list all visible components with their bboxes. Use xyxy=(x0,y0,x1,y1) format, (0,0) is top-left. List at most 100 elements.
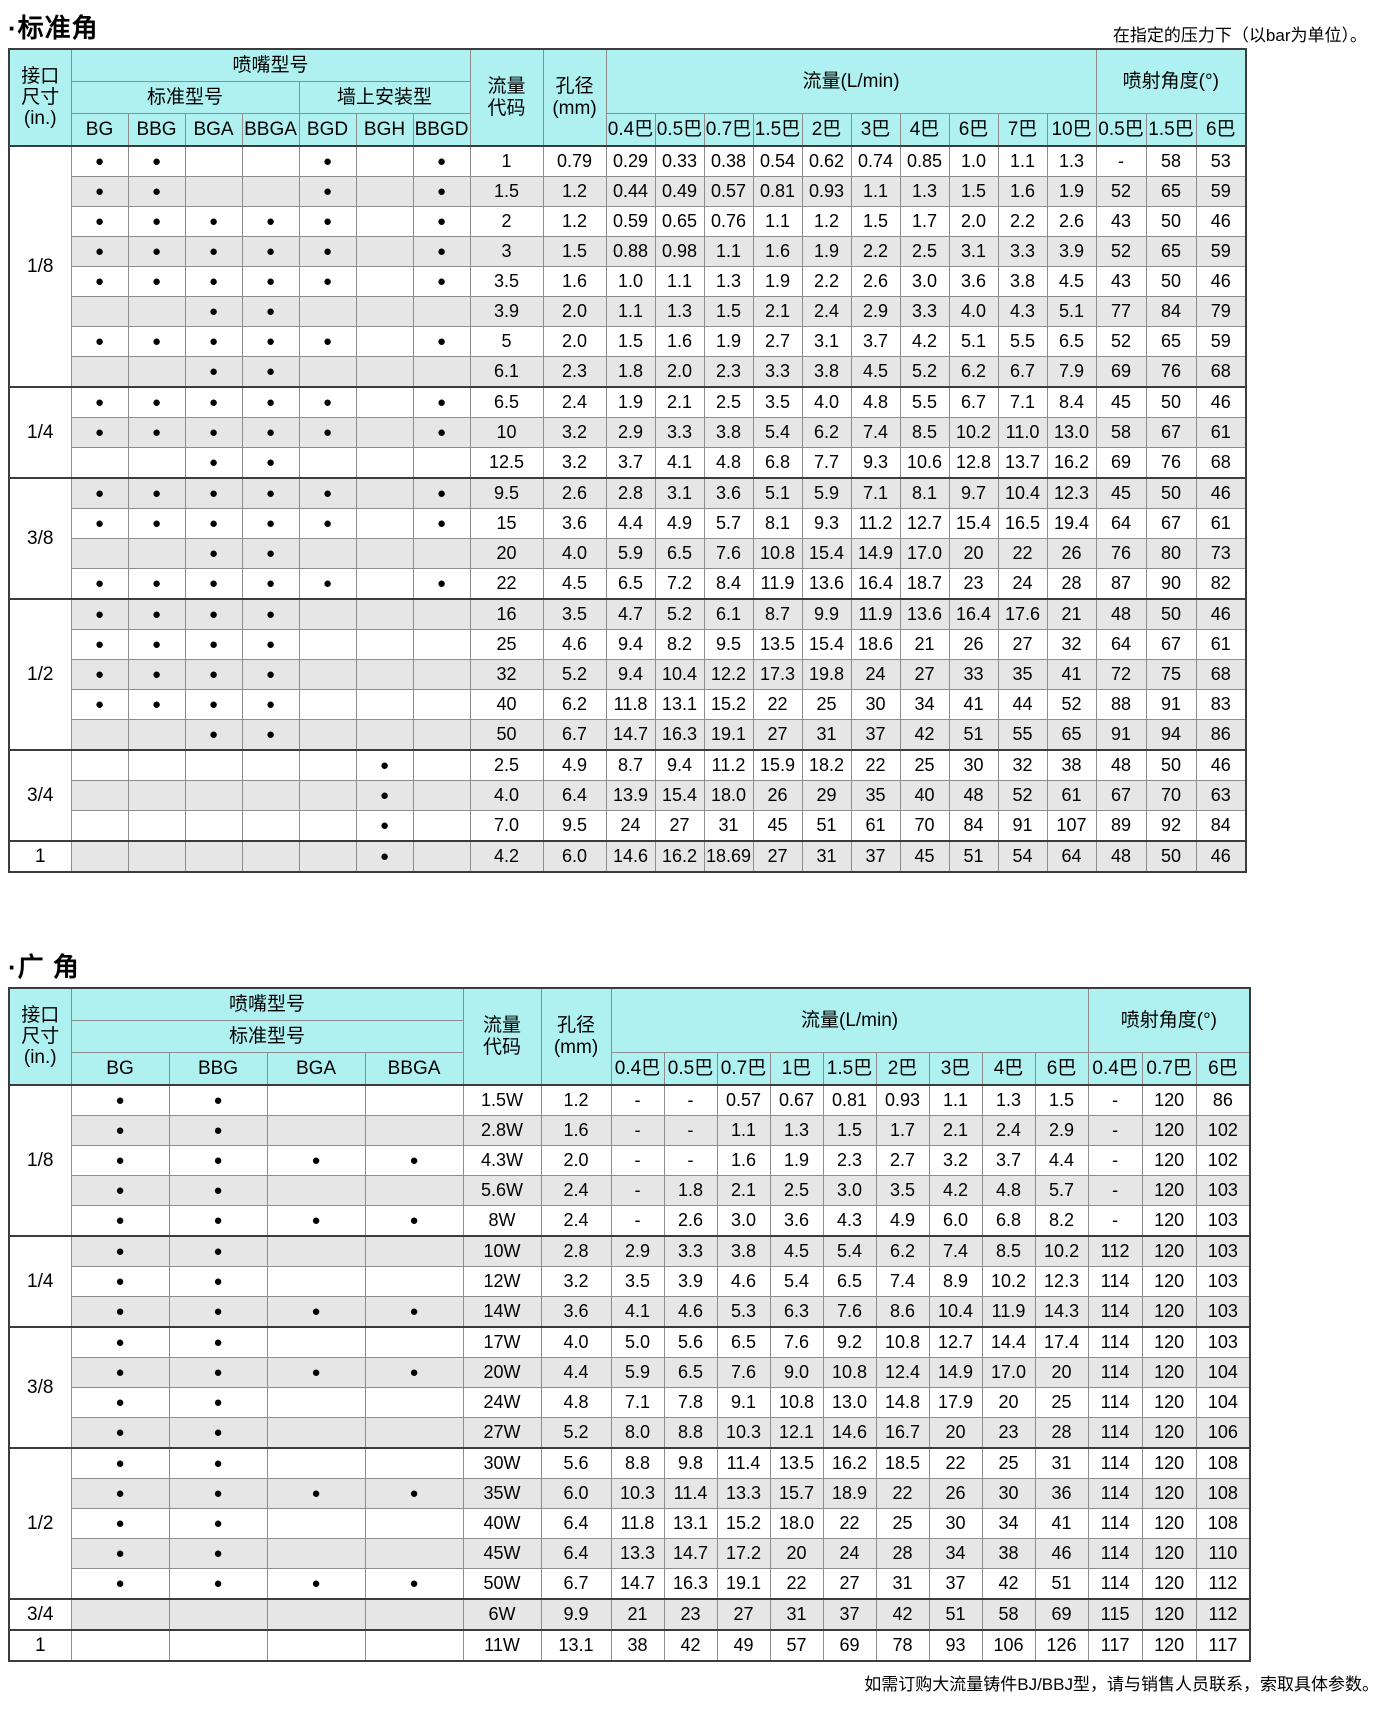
angle-value-cell: 120 xyxy=(1141,1084,1197,1116)
header-row: 接口 尺寸 (in.) 喷嘴型号 流量 代码 孔径 (mm) 流量(L/min)… xyxy=(8,987,1251,1086)
flow-value-cell: 3.1 xyxy=(948,236,999,267)
flow-value-cell: 3.2 xyxy=(928,1145,983,1176)
model-column-header: BGH xyxy=(355,113,414,147)
flow-value-cell: 3.3 xyxy=(654,417,705,448)
availability-dot-cell: ● xyxy=(168,1175,268,1206)
availability-empty-cell xyxy=(241,840,300,873)
availability-dot-cell: ● xyxy=(184,689,243,720)
flow-value-cell: 2.5 xyxy=(703,386,754,418)
flow-value-cell: 19.1 xyxy=(716,1568,771,1600)
availability-dot-cell: ● xyxy=(364,1205,464,1237)
availability-empty-cell xyxy=(184,176,243,207)
flow-value-cell: 1.6 xyxy=(752,236,803,267)
flow-value-cell: 12.7 xyxy=(928,1326,983,1358)
flow-value-cell: 11.9 xyxy=(752,568,803,600)
table-row: 1/2 ● ● ● ● 16 3.5 4.7 5.2 6.1 8.7 9.9 11.9 13.6 16.4 1… xyxy=(8,598,1247,751)
availability-dot-cell: ● xyxy=(168,1266,268,1297)
flow-code-cell: 16 xyxy=(469,598,544,630)
angle-value-cell: 103 xyxy=(1195,1205,1251,1237)
nozzle-model-group-header: 喷嘴型号 xyxy=(70,48,471,82)
flow-value-cell: 3.1 xyxy=(654,477,705,509)
availability-dot-cell: ● xyxy=(241,236,300,267)
flow-value-cell: 11.8 xyxy=(610,1508,665,1539)
angle-value-cell: 50 xyxy=(1145,206,1197,237)
flow-value-cell: 6.5 xyxy=(663,1357,718,1388)
availability-dot-cell: ● xyxy=(70,1326,170,1358)
flow-value-cell: 24 xyxy=(822,1538,877,1569)
flow-value-cell: 34 xyxy=(928,1538,983,1569)
angle-value-cell: 52 xyxy=(1095,176,1147,207)
flow-value-cell: 22 xyxy=(752,689,803,720)
flow-value-cell: 22 xyxy=(928,1447,983,1479)
availability-dot-cell: ● xyxy=(70,1568,170,1600)
angle-value-cell: 108 xyxy=(1195,1508,1251,1539)
angle-value-cell: 120 xyxy=(1141,1235,1197,1267)
availability-dot-cell: ● xyxy=(364,1145,464,1176)
flow-value-cell: 18.7 xyxy=(899,568,950,600)
table-row: ● ● ● ● ● ● 15 3.6 4.4 4.9 5.7 8.1 9.3 11.2 12.7 15.4 16… xyxy=(9,508,1247,539)
flow-value-cell: 3.0 xyxy=(822,1175,877,1206)
flow-value-cell: 13.3 xyxy=(716,1478,771,1509)
flow-value-cell: 22 xyxy=(850,749,901,781)
flow-value-cell: 2.7 xyxy=(752,326,803,357)
availability-empty-cell xyxy=(355,266,414,297)
flow-value-cell: 4.8 xyxy=(703,447,754,479)
availability-empty-cell xyxy=(70,1629,170,1662)
flow-value-cell: 8.2 xyxy=(1034,1205,1089,1237)
availability-dot-cell: ● xyxy=(364,1568,464,1600)
flow-value-cell: 18.9 xyxy=(822,1478,877,1509)
flow-value-cell: 3.8 xyxy=(703,417,754,448)
pressure-column-header: 0.7巴 xyxy=(716,1052,771,1086)
availability-dot-cell: ● xyxy=(266,1205,366,1237)
flow-value-cell: 14.8 xyxy=(875,1387,930,1418)
standard-angle-table-head: 接口 尺寸 (in.) 喷嘴型号 流量 代码 孔径 (mm) 流量(L/min)… xyxy=(8,48,1247,147)
availability-dot-cell: ● xyxy=(412,326,471,357)
flow-value-cell: 37 xyxy=(928,1568,983,1600)
flow-value-cell: 7.1 xyxy=(997,386,1048,418)
availability-empty-cell xyxy=(127,719,186,751)
availability-dot-cell: ● xyxy=(184,236,243,267)
availability-empty-cell xyxy=(184,840,243,873)
flow-value-cell: - xyxy=(610,1205,665,1237)
angle-value-cell: 43 xyxy=(1095,266,1147,297)
flow-value-cell: 3.7 xyxy=(850,326,901,357)
flow-value-cell: 14.6 xyxy=(822,1417,877,1449)
pressure-unit-note: 在指定的压力下（以bar为单位）。 xyxy=(1112,26,1367,45)
orifice-cell: 2.0 xyxy=(542,296,607,327)
flow-value-cell: 17.3 xyxy=(752,659,803,690)
flow-value-cell: - xyxy=(663,1115,718,1146)
flow-code-column-header: 流量 代码 xyxy=(469,48,544,147)
flow-value-cell: 27 xyxy=(752,840,803,873)
availability-empty-cell xyxy=(298,629,357,660)
flow-value-cell: 1.9 xyxy=(769,1145,824,1176)
flow-value-cell: 4.5 xyxy=(850,356,901,388)
availability-dot-cell: ● xyxy=(184,568,243,600)
wide-angle-table-body: 1/8 ● ● 1.5W 1.2- -0.57 0.67 0.81 0.93 1.1 1.3 1.5-… xyxy=(8,1084,1251,1662)
flow-value-cell: 21 xyxy=(1046,598,1097,630)
flow-value-cell: 0.38 xyxy=(703,145,754,177)
angle-value-cell: 103 xyxy=(1195,1175,1251,1206)
availability-dot-cell: ● xyxy=(184,447,243,479)
angle-value-cell: 76 xyxy=(1145,356,1197,388)
table-row: ● ● ● ● 4.3W 2.0- -1.6 1.9 2.3 2.7 3.2 3.7 4.4-120 10… xyxy=(9,1145,1251,1176)
pipe-size-cell: 1/4 xyxy=(8,1235,72,1328)
flow-value-cell: 2.9 xyxy=(1034,1115,1089,1146)
angle-value-cell: 77 xyxy=(1095,296,1147,327)
flow-code-cell: 6.1 xyxy=(469,356,544,388)
availability-empty-cell xyxy=(127,810,186,842)
flow-code-cell: 9.5 xyxy=(469,477,544,509)
angle-value-cell: 65 xyxy=(1145,176,1197,207)
angle-value-cell: 50 xyxy=(1145,749,1197,781)
angle-value-cell: 64 xyxy=(1095,629,1147,660)
angle-value-cell: 110 xyxy=(1195,1538,1251,1569)
flow-value-cell: 0.81 xyxy=(822,1084,877,1116)
flow-value-cell: 3.7 xyxy=(605,447,656,479)
flow-value-cell: 9.0 xyxy=(769,1357,824,1388)
flow-value-cell: 27 xyxy=(822,1568,877,1600)
angle-value-cell: 120 xyxy=(1141,1115,1197,1146)
availability-empty-cell xyxy=(168,1629,268,1662)
flow-value-cell: 31 xyxy=(703,810,754,842)
angle-value-cell: 79 xyxy=(1195,296,1247,327)
large-flow-footnote: 如需订购大流量铸件BJ/BBJ型，请与销售人员联系，索取具体参数。 xyxy=(864,1675,1379,1694)
availability-empty-cell xyxy=(298,689,357,720)
